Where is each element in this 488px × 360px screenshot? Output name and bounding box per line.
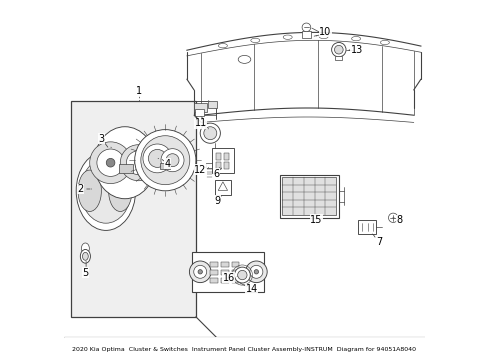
Circle shape xyxy=(134,159,142,166)
Ellipse shape xyxy=(319,34,327,39)
Bar xyxy=(358,220,375,234)
Bar xyxy=(194,103,206,112)
Text: 13: 13 xyxy=(350,45,362,55)
Bar xyxy=(231,278,239,283)
Circle shape xyxy=(97,149,124,176)
Ellipse shape xyxy=(81,243,89,254)
Circle shape xyxy=(126,151,150,175)
Bar xyxy=(209,278,218,283)
Bar xyxy=(212,148,233,173)
Text: 4: 4 xyxy=(164,159,170,169)
Bar xyxy=(209,262,218,267)
Circle shape xyxy=(387,213,397,222)
Bar xyxy=(195,109,203,116)
Bar xyxy=(302,31,310,38)
Circle shape xyxy=(334,45,343,54)
Circle shape xyxy=(249,265,263,278)
Ellipse shape xyxy=(218,44,227,48)
Circle shape xyxy=(161,149,183,172)
Bar xyxy=(220,262,228,267)
Ellipse shape xyxy=(80,249,90,263)
Ellipse shape xyxy=(351,36,360,41)
Ellipse shape xyxy=(82,252,88,260)
Bar xyxy=(223,153,229,160)
Bar xyxy=(205,163,213,168)
Ellipse shape xyxy=(81,158,131,223)
Circle shape xyxy=(237,270,246,280)
Circle shape xyxy=(203,127,216,140)
Circle shape xyxy=(106,158,115,167)
Circle shape xyxy=(120,145,156,181)
Bar xyxy=(231,262,239,267)
Text: 9: 9 xyxy=(214,196,220,206)
Circle shape xyxy=(189,261,211,283)
Bar xyxy=(215,153,221,160)
Ellipse shape xyxy=(283,35,292,39)
Text: 11: 11 xyxy=(194,118,206,128)
Text: 3: 3 xyxy=(98,134,104,144)
Bar xyxy=(119,164,133,173)
Text: 12: 12 xyxy=(194,165,206,175)
Circle shape xyxy=(254,270,258,274)
Circle shape xyxy=(200,123,220,143)
Text: 16: 16 xyxy=(222,273,234,283)
Bar xyxy=(64,337,424,360)
Circle shape xyxy=(234,267,250,283)
Ellipse shape xyxy=(250,38,259,42)
Bar xyxy=(208,101,217,108)
Bar xyxy=(335,56,342,60)
Circle shape xyxy=(193,265,206,278)
Bar xyxy=(215,162,221,169)
Text: 15: 15 xyxy=(310,215,322,225)
Bar xyxy=(192,252,264,292)
Bar xyxy=(279,175,338,218)
Text: 10: 10 xyxy=(318,27,330,37)
Ellipse shape xyxy=(108,170,132,211)
Circle shape xyxy=(198,270,202,274)
Text: 1: 1 xyxy=(136,86,142,96)
Text: 2020 Kia Optima  Cluster & Switches  Instrument Panel Cluster Assembly-INSTRUM  : 2020 Kia Optima Cluster & Switches Instr… xyxy=(72,347,416,352)
Circle shape xyxy=(141,136,189,185)
Ellipse shape xyxy=(76,151,135,230)
Text: 8: 8 xyxy=(395,215,402,225)
Circle shape xyxy=(331,42,346,57)
Bar xyxy=(231,270,239,275)
Bar xyxy=(220,278,228,283)
Circle shape xyxy=(302,23,310,32)
Bar xyxy=(209,270,218,275)
Bar xyxy=(282,177,335,215)
Circle shape xyxy=(166,154,179,167)
Circle shape xyxy=(142,144,171,173)
Bar xyxy=(215,180,230,195)
Text: 5: 5 xyxy=(82,268,88,278)
Text: 2: 2 xyxy=(77,184,83,194)
Bar xyxy=(71,101,196,317)
Circle shape xyxy=(245,261,266,283)
Bar xyxy=(220,270,228,275)
Ellipse shape xyxy=(238,55,250,63)
Ellipse shape xyxy=(78,170,101,211)
Bar xyxy=(223,162,229,169)
Ellipse shape xyxy=(94,127,155,199)
Bar xyxy=(159,163,169,169)
Circle shape xyxy=(89,142,131,184)
Text: 14: 14 xyxy=(245,284,257,294)
Circle shape xyxy=(134,130,196,191)
Text: 7: 7 xyxy=(376,237,382,247)
Circle shape xyxy=(148,149,166,167)
Ellipse shape xyxy=(380,40,388,45)
Text: 6: 6 xyxy=(213,168,219,179)
